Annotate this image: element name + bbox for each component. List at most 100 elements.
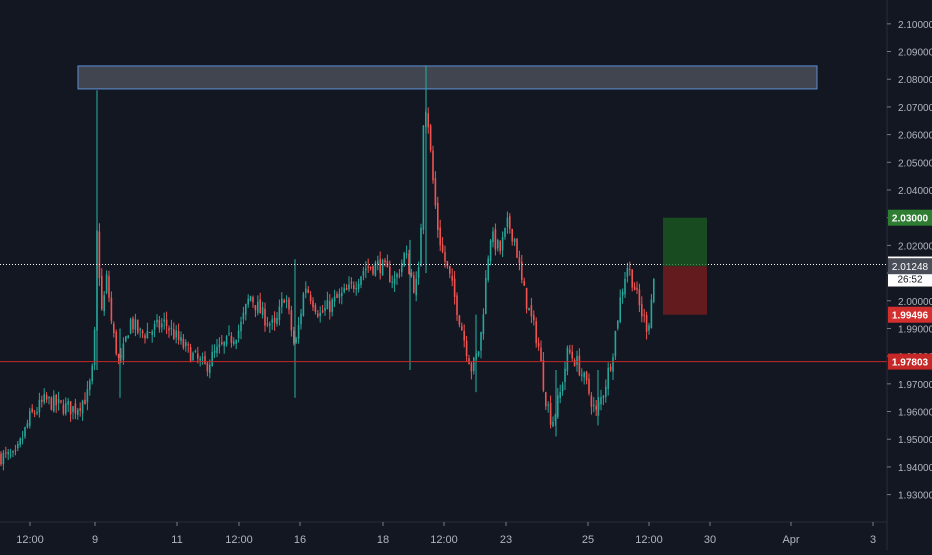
candle-body bbox=[317, 313, 319, 317]
price-tick-label: 2.07000 bbox=[898, 103, 932, 114]
candle-body bbox=[600, 397, 602, 405]
candle-body bbox=[245, 304, 247, 315]
candle-body bbox=[398, 274, 401, 276]
candle-body bbox=[319, 312, 321, 317]
candle-body bbox=[105, 274, 108, 293]
time-tick-label: 11 bbox=[171, 534, 182, 546]
candle-body bbox=[509, 216, 511, 230]
candle-body bbox=[336, 294, 338, 298]
target-price-label-bg bbox=[888, 209, 932, 226]
candle-body bbox=[240, 321, 242, 332]
candle-body bbox=[65, 403, 67, 414]
candle-body bbox=[357, 283, 360, 290]
time-tick-label: 12:00 bbox=[16, 534, 44, 546]
candle-body bbox=[33, 413, 36, 415]
candle-body bbox=[163, 319, 165, 322]
candle-body bbox=[446, 261, 449, 267]
candle-body bbox=[624, 278, 626, 295]
candle-body bbox=[206, 363, 209, 372]
candle-body bbox=[559, 392, 561, 399]
candle-body bbox=[50, 397, 53, 410]
candle-body bbox=[161, 323, 163, 328]
candle-body bbox=[465, 340, 468, 357]
candle-body bbox=[343, 288, 345, 292]
candle-body bbox=[405, 253, 408, 255]
candle-body bbox=[516, 238, 518, 258]
candle-body bbox=[489, 240, 492, 262]
candle-body bbox=[302, 293, 305, 316]
candle-body bbox=[278, 306, 281, 320]
candle-body bbox=[629, 268, 631, 270]
horizontal-lines[interactable] bbox=[0, 264, 887, 363]
candle-body bbox=[264, 308, 266, 326]
candle-body bbox=[437, 202, 439, 231]
candle-body bbox=[180, 337, 182, 342]
support-price-label-bg bbox=[888, 353, 932, 370]
candle-body bbox=[537, 342, 540, 347]
candle-body bbox=[492, 231, 494, 243]
resistance-rectangle[interactable] bbox=[77, 65, 818, 90]
candle-body bbox=[326, 300, 329, 310]
candle-body bbox=[473, 357, 475, 372]
time-tick-label: 12:00 bbox=[430, 534, 458, 546]
candle-body bbox=[542, 360, 545, 391]
candle-body bbox=[204, 356, 206, 364]
candle-body bbox=[297, 324, 300, 339]
candle-body bbox=[549, 402, 552, 425]
price-tick-label: 1.93000 bbox=[898, 491, 932, 502]
price-tick-label: 1.94000 bbox=[898, 463, 932, 474]
long-position-tool[interactable] bbox=[663, 217, 707, 315]
stop-price-label: 1.99496 bbox=[892, 311, 929, 322]
candle-body bbox=[396, 273, 398, 278]
candle-body bbox=[110, 297, 113, 322]
entry-price-label-bg bbox=[888, 258, 932, 275]
time-tick-label: 23 bbox=[500, 534, 512, 546]
candle-body bbox=[21, 438, 24, 440]
price-tick-label: 2.06000 bbox=[898, 131, 932, 142]
candle-body bbox=[211, 352, 213, 367]
candle-body bbox=[523, 280, 525, 286]
price-tick-label: 1.95000 bbox=[898, 435, 932, 446]
candle-body bbox=[134, 319, 137, 330]
candle-body bbox=[7, 452, 9, 455]
candle-body bbox=[189, 347, 192, 363]
position-target-zone[interactable] bbox=[663, 217, 707, 267]
price-tick-label: 2.05000 bbox=[898, 158, 932, 169]
candle-body bbox=[201, 357, 204, 359]
candle-body bbox=[458, 315, 461, 325]
candle-body bbox=[101, 275, 103, 310]
entry-price-label: 2.01248 bbox=[892, 262, 929, 273]
candle-body bbox=[57, 399, 60, 404]
candle-body bbox=[151, 331, 153, 335]
target-price-label: 2.03000 bbox=[892, 214, 929, 225]
candle-body bbox=[9, 454, 12, 456]
candle-body bbox=[612, 357, 614, 372]
candle-body bbox=[261, 307, 264, 315]
candle-body bbox=[463, 331, 465, 341]
candle-body bbox=[168, 328, 170, 331]
candle-body bbox=[283, 300, 285, 303]
candle-body bbox=[401, 263, 403, 273]
candle-body bbox=[125, 336, 127, 342]
candle-body bbox=[621, 291, 624, 296]
candle-body bbox=[29, 410, 31, 426]
candle-body bbox=[355, 288, 357, 290]
candle-body bbox=[62, 404, 65, 414]
candle-body bbox=[338, 293, 341, 298]
candle-body bbox=[530, 305, 533, 317]
candle-body bbox=[127, 335, 129, 339]
candle-body bbox=[237, 330, 240, 339]
candle-body bbox=[480, 331, 482, 351]
candle-body bbox=[617, 320, 619, 329]
candle-body bbox=[533, 314, 535, 321]
candle-body bbox=[367, 266, 369, 268]
candle-body bbox=[309, 294, 312, 302]
candle-body bbox=[497, 239, 499, 249]
price-tick-label: 2.00000 bbox=[898, 297, 932, 308]
candle-body bbox=[456, 295, 458, 316]
time-axis[interactable]: 12:00 9 11 12:00 16 18 12:00 23 25 12:00 30 Apr 3 bbox=[16, 522, 876, 546]
position-stop-zone[interactable] bbox=[663, 266, 707, 315]
resistance-zone[interactable] bbox=[77, 65, 818, 90]
